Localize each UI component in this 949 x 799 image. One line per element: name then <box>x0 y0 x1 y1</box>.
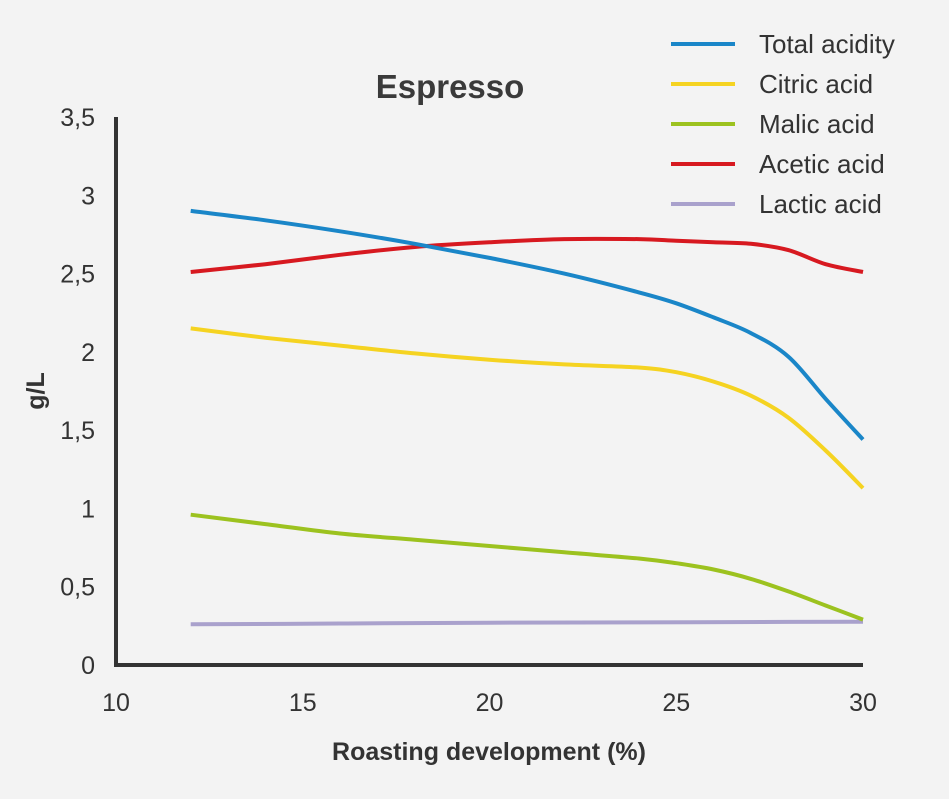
legend-label-total-acidity: Total acidity <box>759 29 895 59</box>
legend-label-malic-acid: Malic acid <box>759 109 875 139</box>
y-tick-label: 1 <box>81 495 95 523</box>
y-tick-label: 1,5 <box>60 417 95 445</box>
y-tick-label: 0 <box>81 652 95 680</box>
x-tick-label: 30 <box>849 689 877 717</box>
y-axis-title: g/L <box>22 372 50 410</box>
legend-label-acetic-acid: Acetic acid <box>759 149 885 179</box>
x-axis-title: Roasting development (%) <box>332 738 646 766</box>
series-line-malic-acid <box>190 512 864 622</box>
x-tick-label: 20 <box>476 689 504 717</box>
legend-label-citric-acid: Citric acid <box>759 69 873 99</box>
tick-layer: 0 0,5 1 1,5 2 2,5 3 3,5 10 15 20 25 30 <box>60 104 877 717</box>
legend: Total acidity Citric acid Malic acid Acetic… <box>671 29 895 219</box>
x-tick-label: 25 <box>662 689 690 717</box>
legend-label-lactic-acid: Lactic acid <box>759 189 882 219</box>
series-line-total-acidity <box>190 208 865 441</box>
x-tick-label: 15 <box>289 689 317 717</box>
chart-title: Espresso <box>376 68 525 105</box>
axes-layer <box>114 117 863 667</box>
y-tick-label: 2,5 <box>60 261 95 289</box>
series-layer <box>190 208 865 627</box>
series-line-acetic-acid <box>190 236 864 274</box>
y-tick-label: 3,5 <box>60 104 95 132</box>
y-tick-label: 0,5 <box>60 574 95 602</box>
x-tick-label: 10 <box>102 689 130 717</box>
y-tick-label: 2 <box>81 339 95 367</box>
series-line-citric-acid <box>190 326 865 490</box>
y-tick-label: 3 <box>81 182 95 210</box>
series-line-lactic-acid <box>190 619 864 627</box>
